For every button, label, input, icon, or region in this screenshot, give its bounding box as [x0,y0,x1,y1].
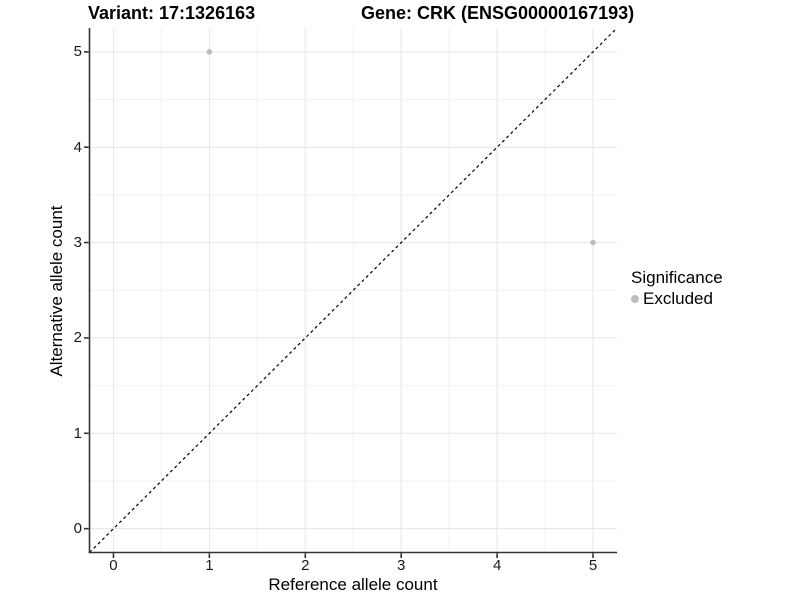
y-tick-label: 4 [73,138,82,156]
legend-point-icon [631,295,639,303]
legend-title: Significance [631,268,723,287]
legend-item-excluded: Excluded [631,289,723,309]
x-tick-label: 2 [301,557,310,574]
y-tick-label: 5 [73,43,82,61]
identity-reference-line [89,27,618,553]
x-tick-label: 3 [397,557,406,574]
legend-item-label: Excluded [643,289,713,308]
x-tick-label: 0 [109,557,118,574]
y-tick-label: 3 [73,234,82,252]
y-axis-title: Alternative allele count [47,205,66,377]
y-tick-label: 1 [73,424,82,442]
y-tick-label: 0 [73,520,82,538]
x-tick-label: 1 [205,557,214,574]
plot-title-variant: Variant: 17:1326163 [88,3,256,23]
x-tick-label: 5 [588,557,598,574]
x-tick-label: 4 [492,557,502,574]
x-axis-title: Reference allele count [268,575,438,594]
data-point [206,49,213,55]
data-point [590,239,596,246]
legend: Significance Excluded [631,267,723,309]
plot-title-gene: Gene: CRK (ENSG00000167193) [361,3,635,23]
y-tick-label: 2 [73,329,82,347]
